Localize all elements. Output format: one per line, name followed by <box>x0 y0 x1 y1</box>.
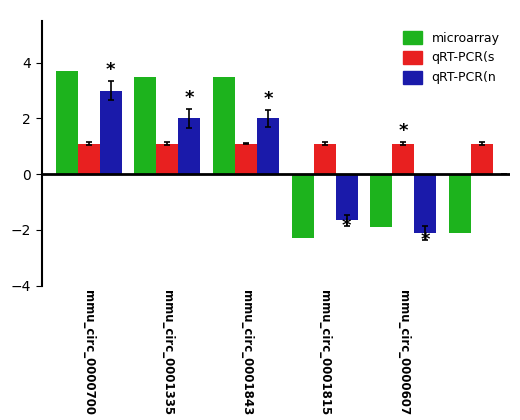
Bar <box>370 174 393 227</box>
Bar <box>336 174 358 220</box>
Bar <box>471 144 493 174</box>
Text: *: * <box>263 90 273 108</box>
Bar <box>449 174 471 233</box>
Bar <box>56 71 78 174</box>
Bar <box>393 144 414 174</box>
Bar <box>292 174 314 238</box>
Legend: microarray, qRT-PCR(s, qRT-PCR(n: microarray, qRT-PCR(s, qRT-PCR(n <box>399 27 503 88</box>
Text: *: * <box>399 122 408 140</box>
Bar <box>235 144 257 174</box>
Bar <box>78 144 100 174</box>
Bar <box>213 77 235 174</box>
Text: *: * <box>342 218 352 236</box>
Bar <box>100 91 122 174</box>
Bar <box>414 174 436 233</box>
Bar <box>257 118 279 174</box>
Bar <box>314 144 336 174</box>
Text: *: * <box>421 231 430 249</box>
Text: *: * <box>185 89 194 107</box>
Bar <box>178 118 201 174</box>
Text: *: * <box>106 60 115 79</box>
Bar <box>157 144 178 174</box>
Bar <box>134 77 157 174</box>
